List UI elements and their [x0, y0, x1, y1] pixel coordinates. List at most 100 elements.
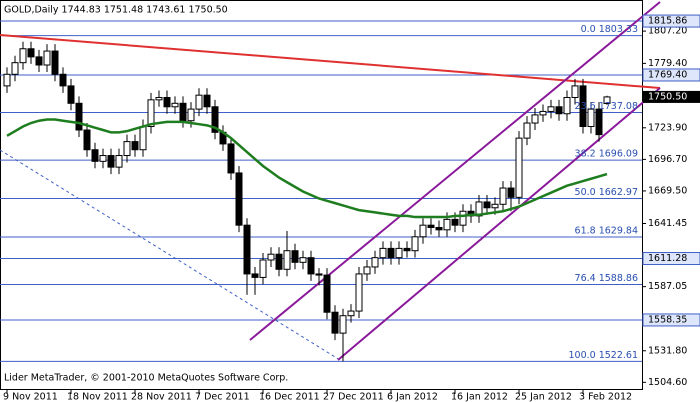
candle-body — [251, 273, 259, 278]
y-tick-label: 1807.20 — [648, 26, 687, 37]
candle-body — [419, 224, 427, 238]
y-tick-label: 1504.60 — [648, 377, 687, 388]
candle-body — [307, 257, 315, 275]
candle-body — [291, 250, 299, 263]
candle-body — [275, 253, 283, 270]
candle-body — [603, 96, 611, 105]
y-tick-label: 1531.80 — [648, 345, 687, 356]
candle-body — [195, 94, 203, 110]
y-tick-label: 1641.45 — [648, 218, 687, 229]
candle-body — [491, 203, 499, 209]
x-tick-label: 6 Jan 2012 — [387, 392, 438, 402]
candle-body — [235, 172, 243, 226]
price-level-box — [642, 313, 700, 327]
candle-body — [51, 50, 59, 75]
candle-body — [155, 97, 163, 101]
candle-body — [507, 187, 515, 198]
candle-body — [3, 73, 11, 87]
candle-body — [211, 106, 219, 133]
candle-body — [315, 273, 323, 276]
current-price-box — [643, 90, 700, 103]
candle-body — [259, 259, 267, 278]
candle-body — [347, 310, 355, 317]
candle-body — [139, 126, 147, 151]
candle-body — [99, 155, 107, 162]
candle-body — [379, 247, 387, 259]
candle-body — [147, 99, 155, 128]
candle-body — [123, 141, 131, 157]
y-tick-label: 1723.90 — [648, 122, 687, 133]
resistance-line — [0, 34, 661, 89]
y-tick-label: 1696.70 — [648, 154, 687, 165]
candle-body — [283, 250, 291, 270]
candle-body — [563, 97, 571, 115]
candle-body — [59, 73, 67, 87]
price-level-label: 1558.35 — [648, 314, 687, 325]
candle-body — [387, 247, 395, 259]
candle-body — [11, 62, 19, 75]
candle-body — [179, 102, 187, 122]
candle-body — [243, 224, 251, 275]
candle-body — [459, 210, 467, 226]
candle-body — [531, 114, 539, 124]
candle-body — [595, 108, 603, 136]
candle-body — [411, 236, 419, 252]
candle-body — [171, 102, 179, 108]
x-tick-label: 28 Nov 2011 — [131, 392, 192, 402]
candle-body — [483, 201, 491, 209]
price-level-label: 1611.28 — [648, 253, 687, 264]
x-tick-label: 25 Jan 2012 — [515, 392, 572, 402]
x-tick-label: 16 Jan 2012 — [451, 392, 508, 402]
plot-frame — [0, 0, 643, 390]
fib-label: 38.2 1696.09 — [575, 149, 638, 160]
candle-body — [19, 48, 27, 64]
candle-body — [579, 85, 587, 128]
x-tick-label: 16 Dec 2011 — [259, 392, 320, 402]
fib-baseline — [0, 149, 341, 361]
x-tick-label: 3 Feb 2012 — [579, 392, 632, 402]
candle-body — [587, 108, 595, 128]
candle-body — [163, 97, 171, 108]
price-level-label: 1769.40 — [648, 69, 687, 80]
candle-body — [267, 253, 275, 261]
candle-body — [515, 137, 523, 198]
y-tick-label: 1669.50 — [648, 185, 687, 196]
candle-body — [67, 85, 75, 104]
chart-title: GOLD,Daily 1744.83 1751.48 1743.61 1750.… — [4, 5, 228, 16]
candle-body — [331, 311, 339, 334]
footnote: Lider MetaTrader, © 2001-2010 MetaQuotes… — [4, 373, 288, 384]
y-tick-label: 1779.40 — [648, 58, 687, 69]
candle-body — [43, 50, 51, 66]
candle-body — [499, 187, 507, 205]
moving-average — [6, 118, 608, 219]
candle-body — [35, 56, 43, 66]
candle-body — [323, 274, 331, 313]
candle-body — [339, 315, 347, 334]
y-tick-label: 1587.05 — [648, 281, 687, 292]
candle-body — [523, 122, 531, 139]
candle-body — [131, 141, 139, 151]
candle-body — [187, 108, 195, 122]
current-price-label: 1750.50 — [648, 91, 687, 102]
candle-body — [203, 94, 211, 108]
candle-body — [555, 106, 563, 115]
candle-body — [227, 143, 235, 174]
x-tick-label: 18 Nov 2011 — [67, 392, 128, 402]
candle-body — [451, 218, 459, 226]
candle-body — [355, 273, 363, 312]
fib-label: 76.4 1588.86 — [575, 273, 638, 284]
price-level-box — [642, 14, 700, 28]
candle-body — [75, 102, 83, 131]
fib-label: 23.6 1737.08 — [575, 101, 638, 112]
candle-body — [547, 106, 555, 112]
x-tick-label: 7 Dec 2011 — [195, 392, 250, 402]
price-level-box — [642, 68, 700, 82]
fib-label: 0.0 1803.33 — [581, 24, 638, 35]
x-tick-label: 27 Dec 2011 — [323, 392, 384, 402]
candle-body — [435, 227, 443, 231]
candle-body — [107, 155, 115, 168]
candle-body — [395, 247, 403, 259]
fib-label: 100.0 1522.61 — [568, 350, 638, 361]
